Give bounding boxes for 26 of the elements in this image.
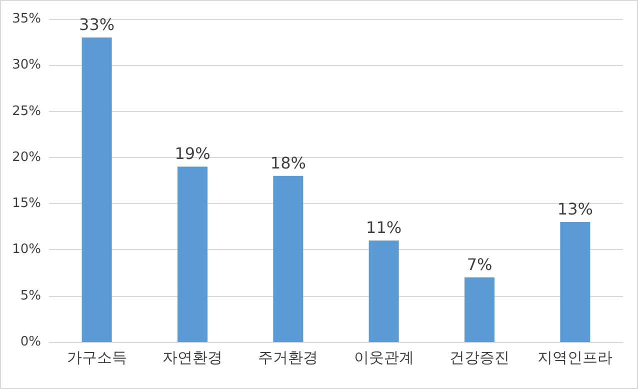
data-label: 13% (557, 200, 593, 219)
y-tick-label: 25% (12, 104, 41, 119)
x-tick-label: 주거환경 (258, 348, 318, 366)
y-tick-label: 0% (20, 334, 41, 350)
data-label: 19% (174, 144, 210, 164)
x-tick-label: 지역인프라 (538, 348, 613, 366)
y-tick-label: 10% (12, 242, 41, 258)
y-tick-label: 15% (12, 196, 41, 212)
data-label: 33% (79, 14, 115, 34)
bar (273, 176, 304, 342)
bar (82, 37, 112, 342)
bar (464, 277, 494, 342)
x-tick-label: 가구소득 (66, 348, 127, 366)
x-tick-label: 건강증진 (450, 348, 510, 366)
bar (560, 222, 590, 342)
data-label: 7% (466, 254, 492, 274)
x-tick-label: 이웃관계 (354, 348, 414, 366)
y-tick-label: 30% (12, 58, 41, 73)
y-tick-label: 5% (20, 288, 41, 304)
y-tick-label: 20% (12, 150, 41, 165)
data-label: 11% (366, 218, 402, 237)
bar (368, 240, 399, 342)
data-label: 18% (270, 153, 306, 172)
y-tick-label: 35% (12, 12, 41, 26)
bar (178, 166, 208, 342)
x-tick-label: 자연환경 (162, 348, 222, 366)
